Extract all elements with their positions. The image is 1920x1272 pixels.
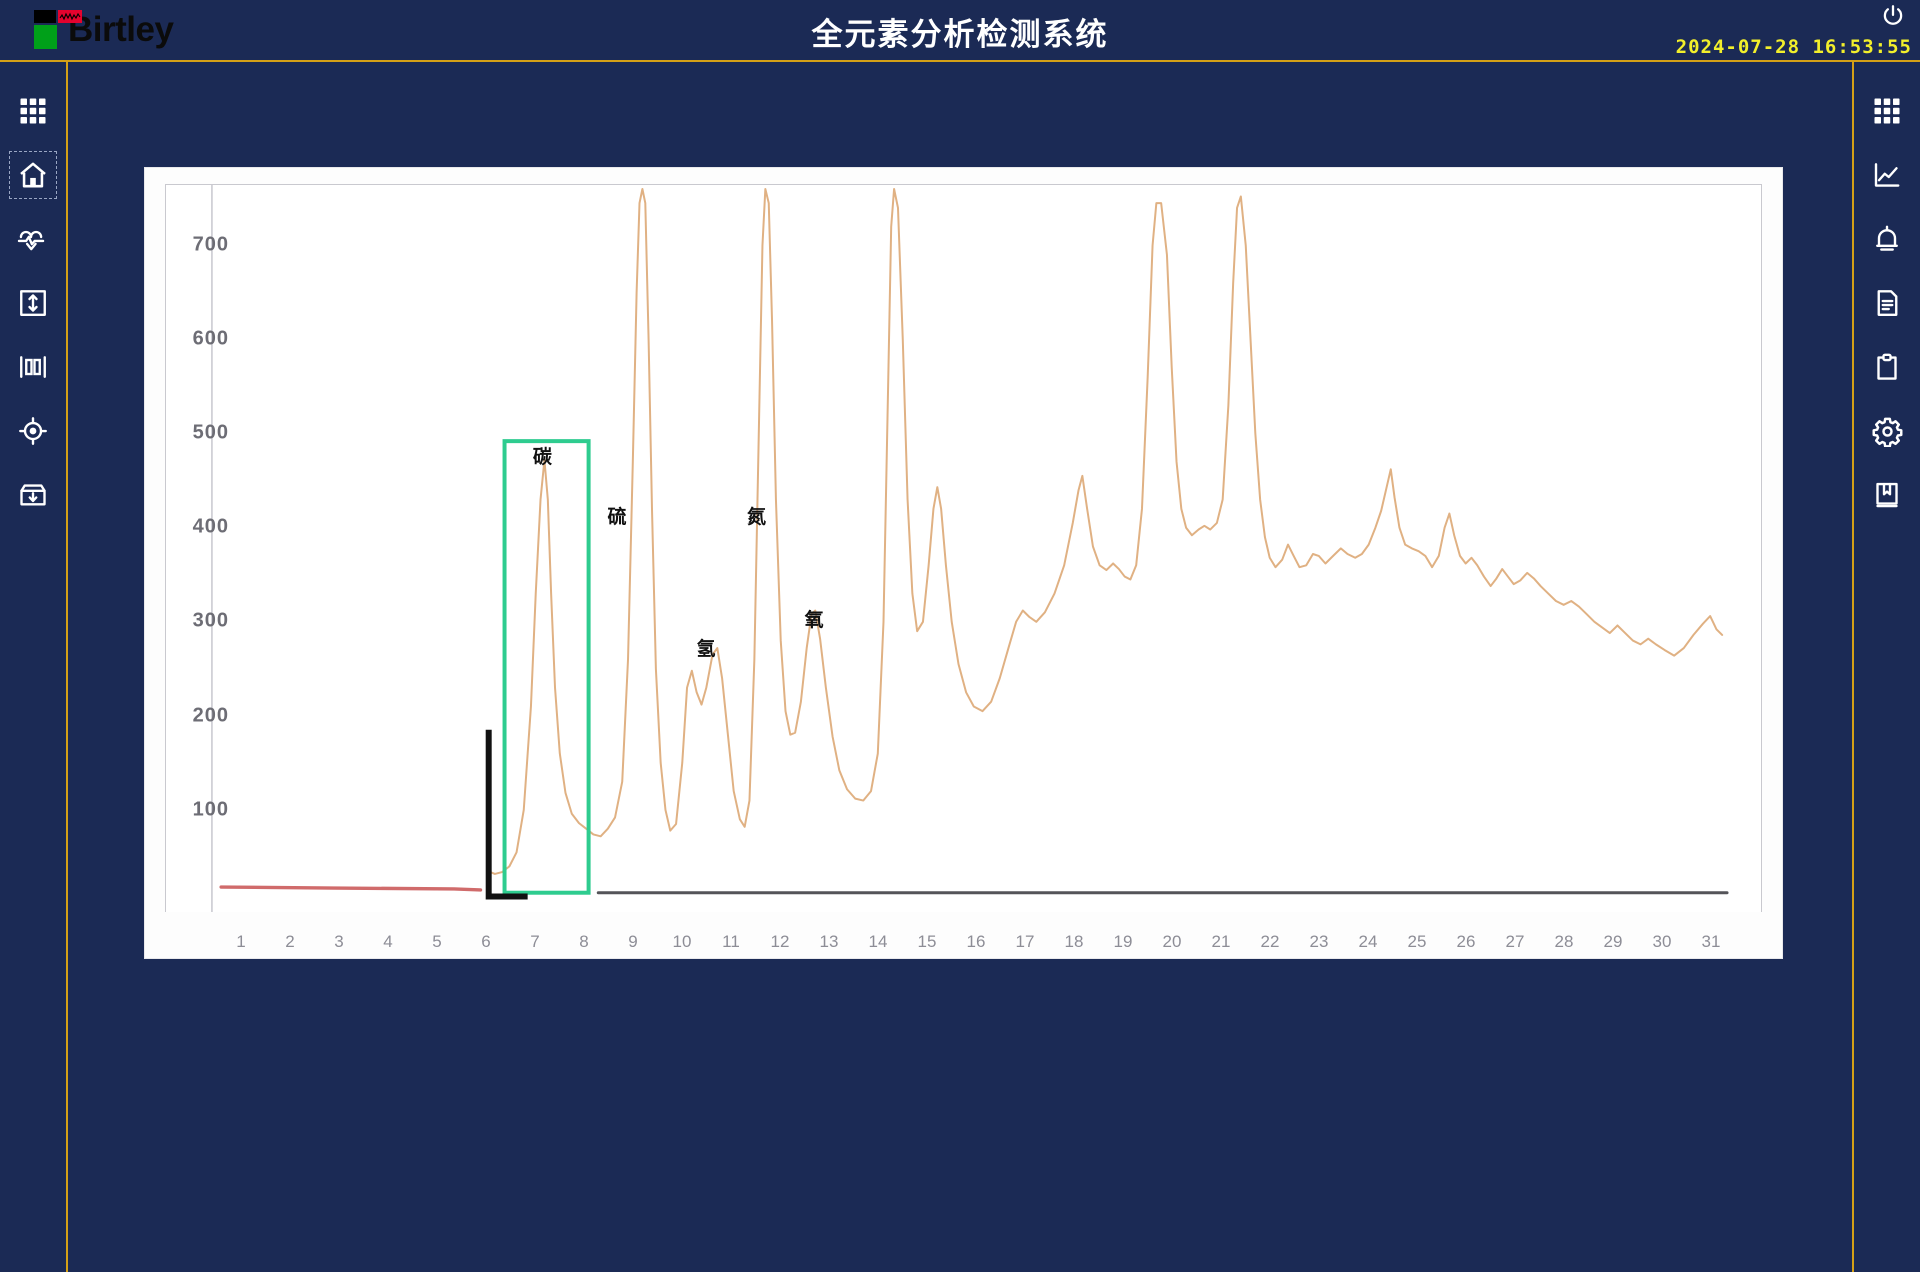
sidebar-item-settings[interactable] bbox=[1860, 404, 1914, 458]
x-axis-ticks: 1 2 3 4 5 6 7 8 9 10 11 12 13 14 15 16 17 18 19 20 21 22 23 24 2… bbox=[192, 932, 1760, 962]
x-tick-label: 14 bbox=[868, 932, 888, 951]
y-tick-label: 500 bbox=[192, 421, 229, 444]
apps-grid-icon bbox=[1872, 96, 1902, 126]
y-axis-ticks: 100 200 300 400 500 600 700 bbox=[167, 184, 229, 912]
x-tick-label: 16 bbox=[966, 932, 986, 951]
x-tick-label: 6 bbox=[481, 932, 491, 951]
y-tick-label: 700 bbox=[192, 233, 229, 256]
sidebar-item-columns[interactable] bbox=[6, 340, 60, 394]
x-tick-label: 20 bbox=[1162, 932, 1182, 951]
inbox-download-icon bbox=[18, 480, 48, 510]
sidebar-item-apps-grid-right[interactable] bbox=[1860, 84, 1914, 138]
target-crosshair-icon bbox=[18, 416, 48, 446]
apps-grid-icon bbox=[18, 96, 48, 126]
logo-black-block bbox=[34, 10, 56, 23]
x-tick-label: 18 bbox=[1064, 932, 1084, 951]
home-icon bbox=[17, 159, 49, 191]
logo-red-block bbox=[58, 10, 82, 23]
datetime-display: 2024-07-28 16:53:55 bbox=[1675, 36, 1912, 58]
x-tick-label: 26 bbox=[1456, 932, 1476, 951]
x-tick-label: 25 bbox=[1407, 932, 1427, 951]
sidebar-item-document[interactable] bbox=[1860, 276, 1914, 330]
y-tick-label: 100 bbox=[192, 798, 229, 821]
vertical-arrows-box-icon bbox=[18, 288, 48, 318]
y-tick-label: 300 bbox=[192, 609, 229, 632]
x-tick-label: 12 bbox=[770, 932, 790, 951]
x-tick-label: 15 bbox=[917, 932, 937, 951]
x-tick-label: 31 bbox=[1701, 932, 1721, 951]
y-tick-label: 200 bbox=[192, 704, 229, 727]
sidebar-item-home[interactable] bbox=[6, 148, 60, 202]
x-tick-label: 1 bbox=[236, 932, 246, 951]
logo-green-block bbox=[34, 25, 57, 49]
x-tick-label: 27 bbox=[1505, 932, 1525, 951]
x-tick-label: 17 bbox=[1015, 932, 1035, 951]
x-tick-label: 23 bbox=[1309, 932, 1329, 951]
sidebar-item-manual[interactable] bbox=[1860, 468, 1914, 522]
x-tick-label: 29 bbox=[1603, 932, 1623, 951]
x-tick-label: 10 bbox=[672, 932, 692, 951]
clipboard-icon bbox=[1872, 352, 1902, 382]
spectrum-chart-card: 100 200 300 400 500 600 700 1 2 3 4 5 6 7 8 9 10 11 12 13 1… bbox=[145, 168, 1782, 958]
series-spectrum bbox=[486, 187, 1724, 875]
series-baseline-red bbox=[219, 885, 483, 892]
book-icon bbox=[1872, 480, 1902, 510]
bell-icon bbox=[1872, 224, 1902, 254]
range-bracket-marker bbox=[485, 729, 528, 900]
chart-plot-area[interactable] bbox=[166, 185, 1761, 912]
chart-plot-frame[interactable] bbox=[165, 184, 1762, 912]
x-tick-label: 19 bbox=[1113, 932, 1133, 951]
bar-columns-icon bbox=[18, 352, 48, 382]
x-tick-label: 24 bbox=[1358, 932, 1378, 951]
left-sidebar bbox=[0, 62, 68, 1272]
sidebar-item-alarm[interactable] bbox=[1860, 212, 1914, 266]
y-tick-label: 400 bbox=[192, 515, 229, 538]
spectrum-svg[interactable] bbox=[166, 185, 1761, 912]
document-icon bbox=[1872, 288, 1902, 318]
x-tick-label: 3 bbox=[334, 932, 344, 951]
main-content: 100 200 300 400 500 600 700 1 2 3 4 5 6 7 8 9 10 11 12 13 1… bbox=[70, 64, 1850, 1272]
power-icon[interactable] bbox=[1878, 2, 1908, 30]
x-tick-label: 30 bbox=[1652, 932, 1672, 951]
x-tick-label: 28 bbox=[1554, 932, 1574, 951]
x-tick-label: 9 bbox=[628, 932, 638, 951]
sidebar-item-apps-grid[interactable] bbox=[6, 84, 60, 138]
x-tick-label: 13 bbox=[819, 932, 839, 951]
x-tick-label: 8 bbox=[579, 932, 589, 951]
x-tick-label: 2 bbox=[285, 932, 295, 951]
x-tick-label: 4 bbox=[383, 932, 393, 951]
right-sidebar bbox=[1852, 62, 1920, 1272]
sidebar-item-target[interactable] bbox=[6, 404, 60, 458]
sulfur-label: 硫 bbox=[607, 506, 627, 528]
logo-waveform-icon bbox=[59, 12, 81, 21]
sidebar-item-report[interactable] bbox=[1860, 340, 1914, 394]
x-tick-label: 22 bbox=[1260, 932, 1280, 951]
sidebar-item-trend-chart[interactable] bbox=[1860, 148, 1914, 202]
brand-logo: Birtley bbox=[28, 6, 174, 50]
pulse-heartbeat-icon bbox=[17, 223, 49, 255]
x-tick-label: 11 bbox=[722, 932, 740, 951]
oxygen-label: 氧 bbox=[804, 609, 824, 631]
y-tick-label: 600 bbox=[192, 327, 229, 350]
gear-icon bbox=[1872, 416, 1903, 447]
logo-mark bbox=[28, 6, 82, 50]
line-chart-icon bbox=[1872, 160, 1902, 190]
app-header: Birtley 全元素分析检测系统 2024-07-28 16:53:55 bbox=[0, 0, 1920, 62]
x-tick-label: 5 bbox=[432, 932, 442, 951]
x-tick-label: 7 bbox=[530, 932, 540, 951]
x-tick-label: 21 bbox=[1211, 932, 1231, 951]
sidebar-item-range[interactable] bbox=[6, 276, 60, 330]
nitrogen-label: 氮 bbox=[746, 506, 766, 528]
sidebar-item-import[interactable] bbox=[6, 468, 60, 522]
page-title: 全元素分析检测系统 bbox=[811, 16, 1109, 53]
sidebar-item-monitor[interactable] bbox=[6, 212, 60, 266]
logo-wordmark: Birtley bbox=[68, 10, 174, 49]
carbon-label: 碳 bbox=[532, 446, 552, 468]
carbon-selection-box[interactable] bbox=[502, 439, 591, 895]
hydrogen-label: 氢 bbox=[696, 638, 716, 660]
